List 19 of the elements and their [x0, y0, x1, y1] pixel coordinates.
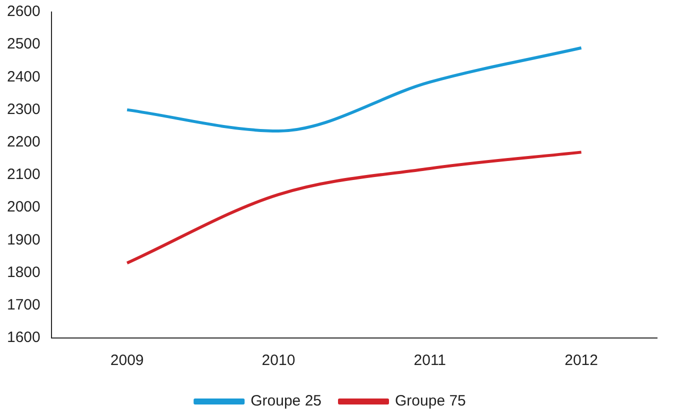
y-tick-label: 2400	[6, 68, 40, 86]
line-series	[126, 46, 583, 132]
x-tick-label: 2010	[262, 352, 296, 370]
legend-label: Groupe 25	[250, 392, 322, 410]
y-tick-label: 2600	[6, 3, 40, 20]
y-tick-label: 1600	[6, 329, 40, 346]
y-tick-label: 2500	[6, 36, 40, 53]
y-tick-label: 2000	[6, 198, 40, 216]
legend-label: Groupe 75	[395, 392, 466, 410]
y-tick-label: 2300	[6, 100, 40, 118]
y-tick-label: 2100	[6, 166, 40, 184]
y-tick-label: 1700	[6, 296, 40, 314]
line-series	[126, 150, 583, 265]
y-tick-label: 2200	[6, 134, 40, 151]
x-tick-label: 2009	[110, 352, 144, 370]
x-tick-label: 2012	[564, 352, 598, 370]
x-tick-label: 2011	[414, 352, 446, 370]
y-tick-label: 1900	[6, 231, 40, 248]
y-tick-label: 1800	[6, 264, 40, 281]
